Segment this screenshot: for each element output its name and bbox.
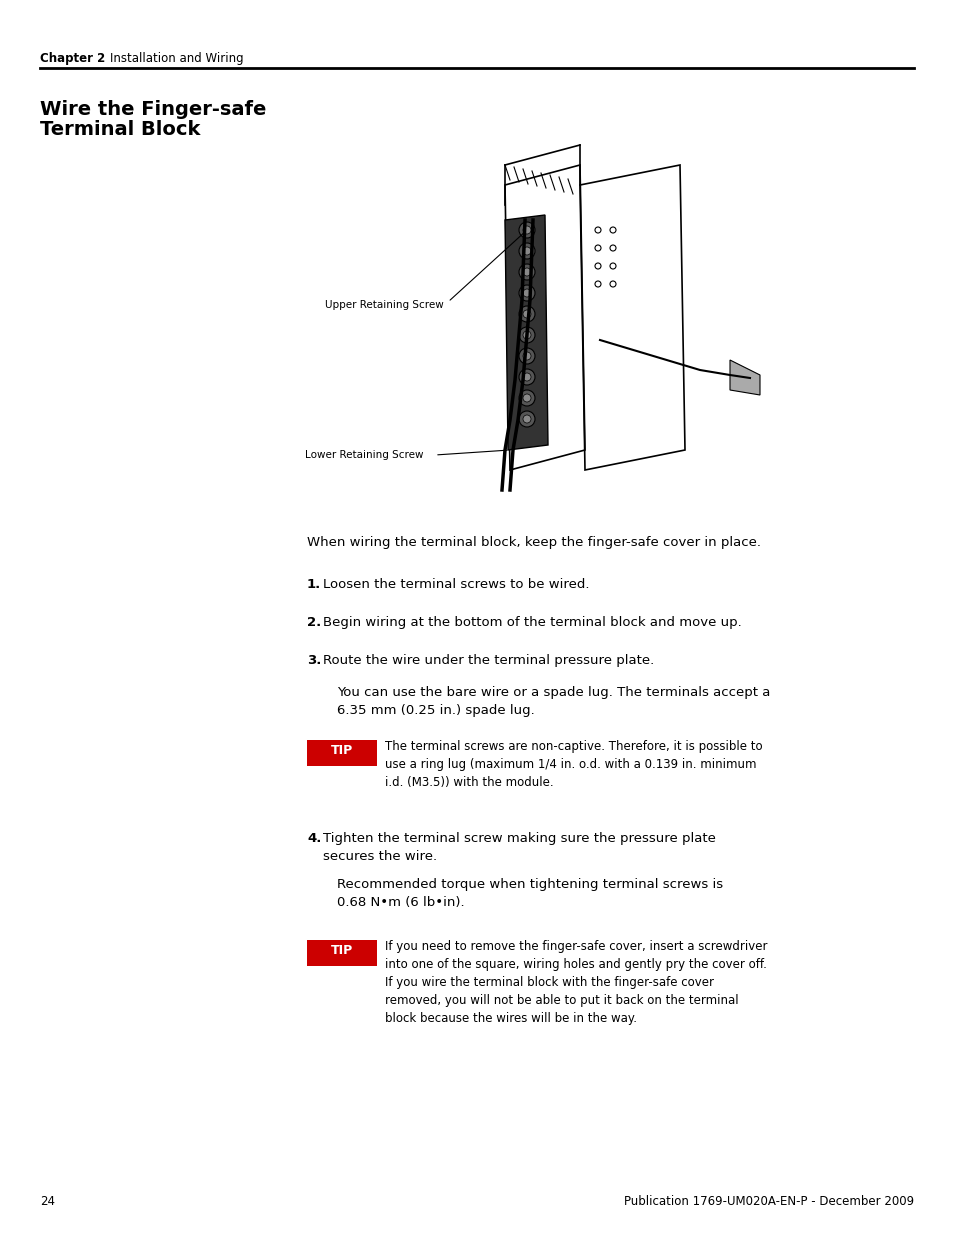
Text: Recommended torque when tightening terminal screws is
0.68 N•m (6 lb•in).: Recommended torque when tightening termi… — [336, 878, 722, 909]
Circle shape — [522, 289, 531, 296]
Circle shape — [522, 373, 531, 382]
Circle shape — [518, 243, 535, 259]
Circle shape — [522, 394, 531, 403]
Circle shape — [518, 285, 535, 301]
Text: TIP: TIP — [331, 743, 353, 757]
Text: TIP: TIP — [331, 944, 353, 957]
Text: You can use the bare wire or a spade lug. The terminals accept a
6.35 mm (0.25 i: You can use the bare wire or a spade lug… — [336, 685, 770, 718]
FancyBboxPatch shape — [307, 740, 376, 766]
Circle shape — [518, 306, 535, 322]
Text: 1.: 1. — [307, 578, 321, 592]
Text: Publication 1769-UM020A-EN-P - December 2009: Publication 1769-UM020A-EN-P - December … — [623, 1195, 913, 1208]
Circle shape — [522, 268, 531, 275]
Circle shape — [518, 369, 535, 385]
Text: The terminal screws are non-captive. Therefore, it is possible to
use a ring lug: The terminal screws are non-captive. The… — [385, 740, 761, 789]
Text: Tighten the terminal screw making sure the pressure plate
secures the wire.: Tighten the terminal screw making sure t… — [323, 832, 715, 863]
Text: Terminal Block: Terminal Block — [40, 120, 200, 140]
Polygon shape — [729, 359, 760, 395]
Circle shape — [518, 390, 535, 406]
Text: 3.: 3. — [307, 655, 321, 667]
Circle shape — [518, 222, 535, 238]
Text: If you need to remove the finger-safe cover, insert a screwdriver
into one of th: If you need to remove the finger-safe co… — [385, 940, 767, 1025]
Text: 24: 24 — [40, 1195, 55, 1208]
Text: Begin wiring at the bottom of the terminal block and move up.: Begin wiring at the bottom of the termin… — [323, 616, 741, 629]
Circle shape — [522, 247, 531, 254]
Circle shape — [522, 310, 531, 317]
FancyBboxPatch shape — [307, 940, 376, 966]
Circle shape — [518, 348, 535, 364]
Text: 4.: 4. — [307, 832, 321, 845]
Text: Wire the Finger-safe: Wire the Finger-safe — [40, 100, 266, 119]
Circle shape — [518, 264, 535, 280]
Text: Upper Retaining Screw: Upper Retaining Screw — [325, 300, 443, 310]
Circle shape — [522, 331, 531, 338]
Circle shape — [522, 415, 531, 424]
Text: Loosen the terminal screws to be wired.: Loosen the terminal screws to be wired. — [323, 578, 589, 592]
Circle shape — [522, 226, 531, 233]
Circle shape — [518, 327, 535, 343]
Text: Lower Retaining Screw: Lower Retaining Screw — [305, 450, 423, 459]
Polygon shape — [504, 215, 547, 450]
Circle shape — [522, 352, 531, 359]
Circle shape — [518, 411, 535, 427]
Text: Installation and Wiring: Installation and Wiring — [110, 52, 243, 65]
Text: 2.: 2. — [307, 616, 321, 629]
Text: Chapter 2: Chapter 2 — [40, 52, 105, 65]
Text: When wiring the terminal block, keep the finger-safe cover in place.: When wiring the terminal block, keep the… — [307, 536, 760, 550]
Text: Route the wire under the terminal pressure plate.: Route the wire under the terminal pressu… — [323, 655, 654, 667]
